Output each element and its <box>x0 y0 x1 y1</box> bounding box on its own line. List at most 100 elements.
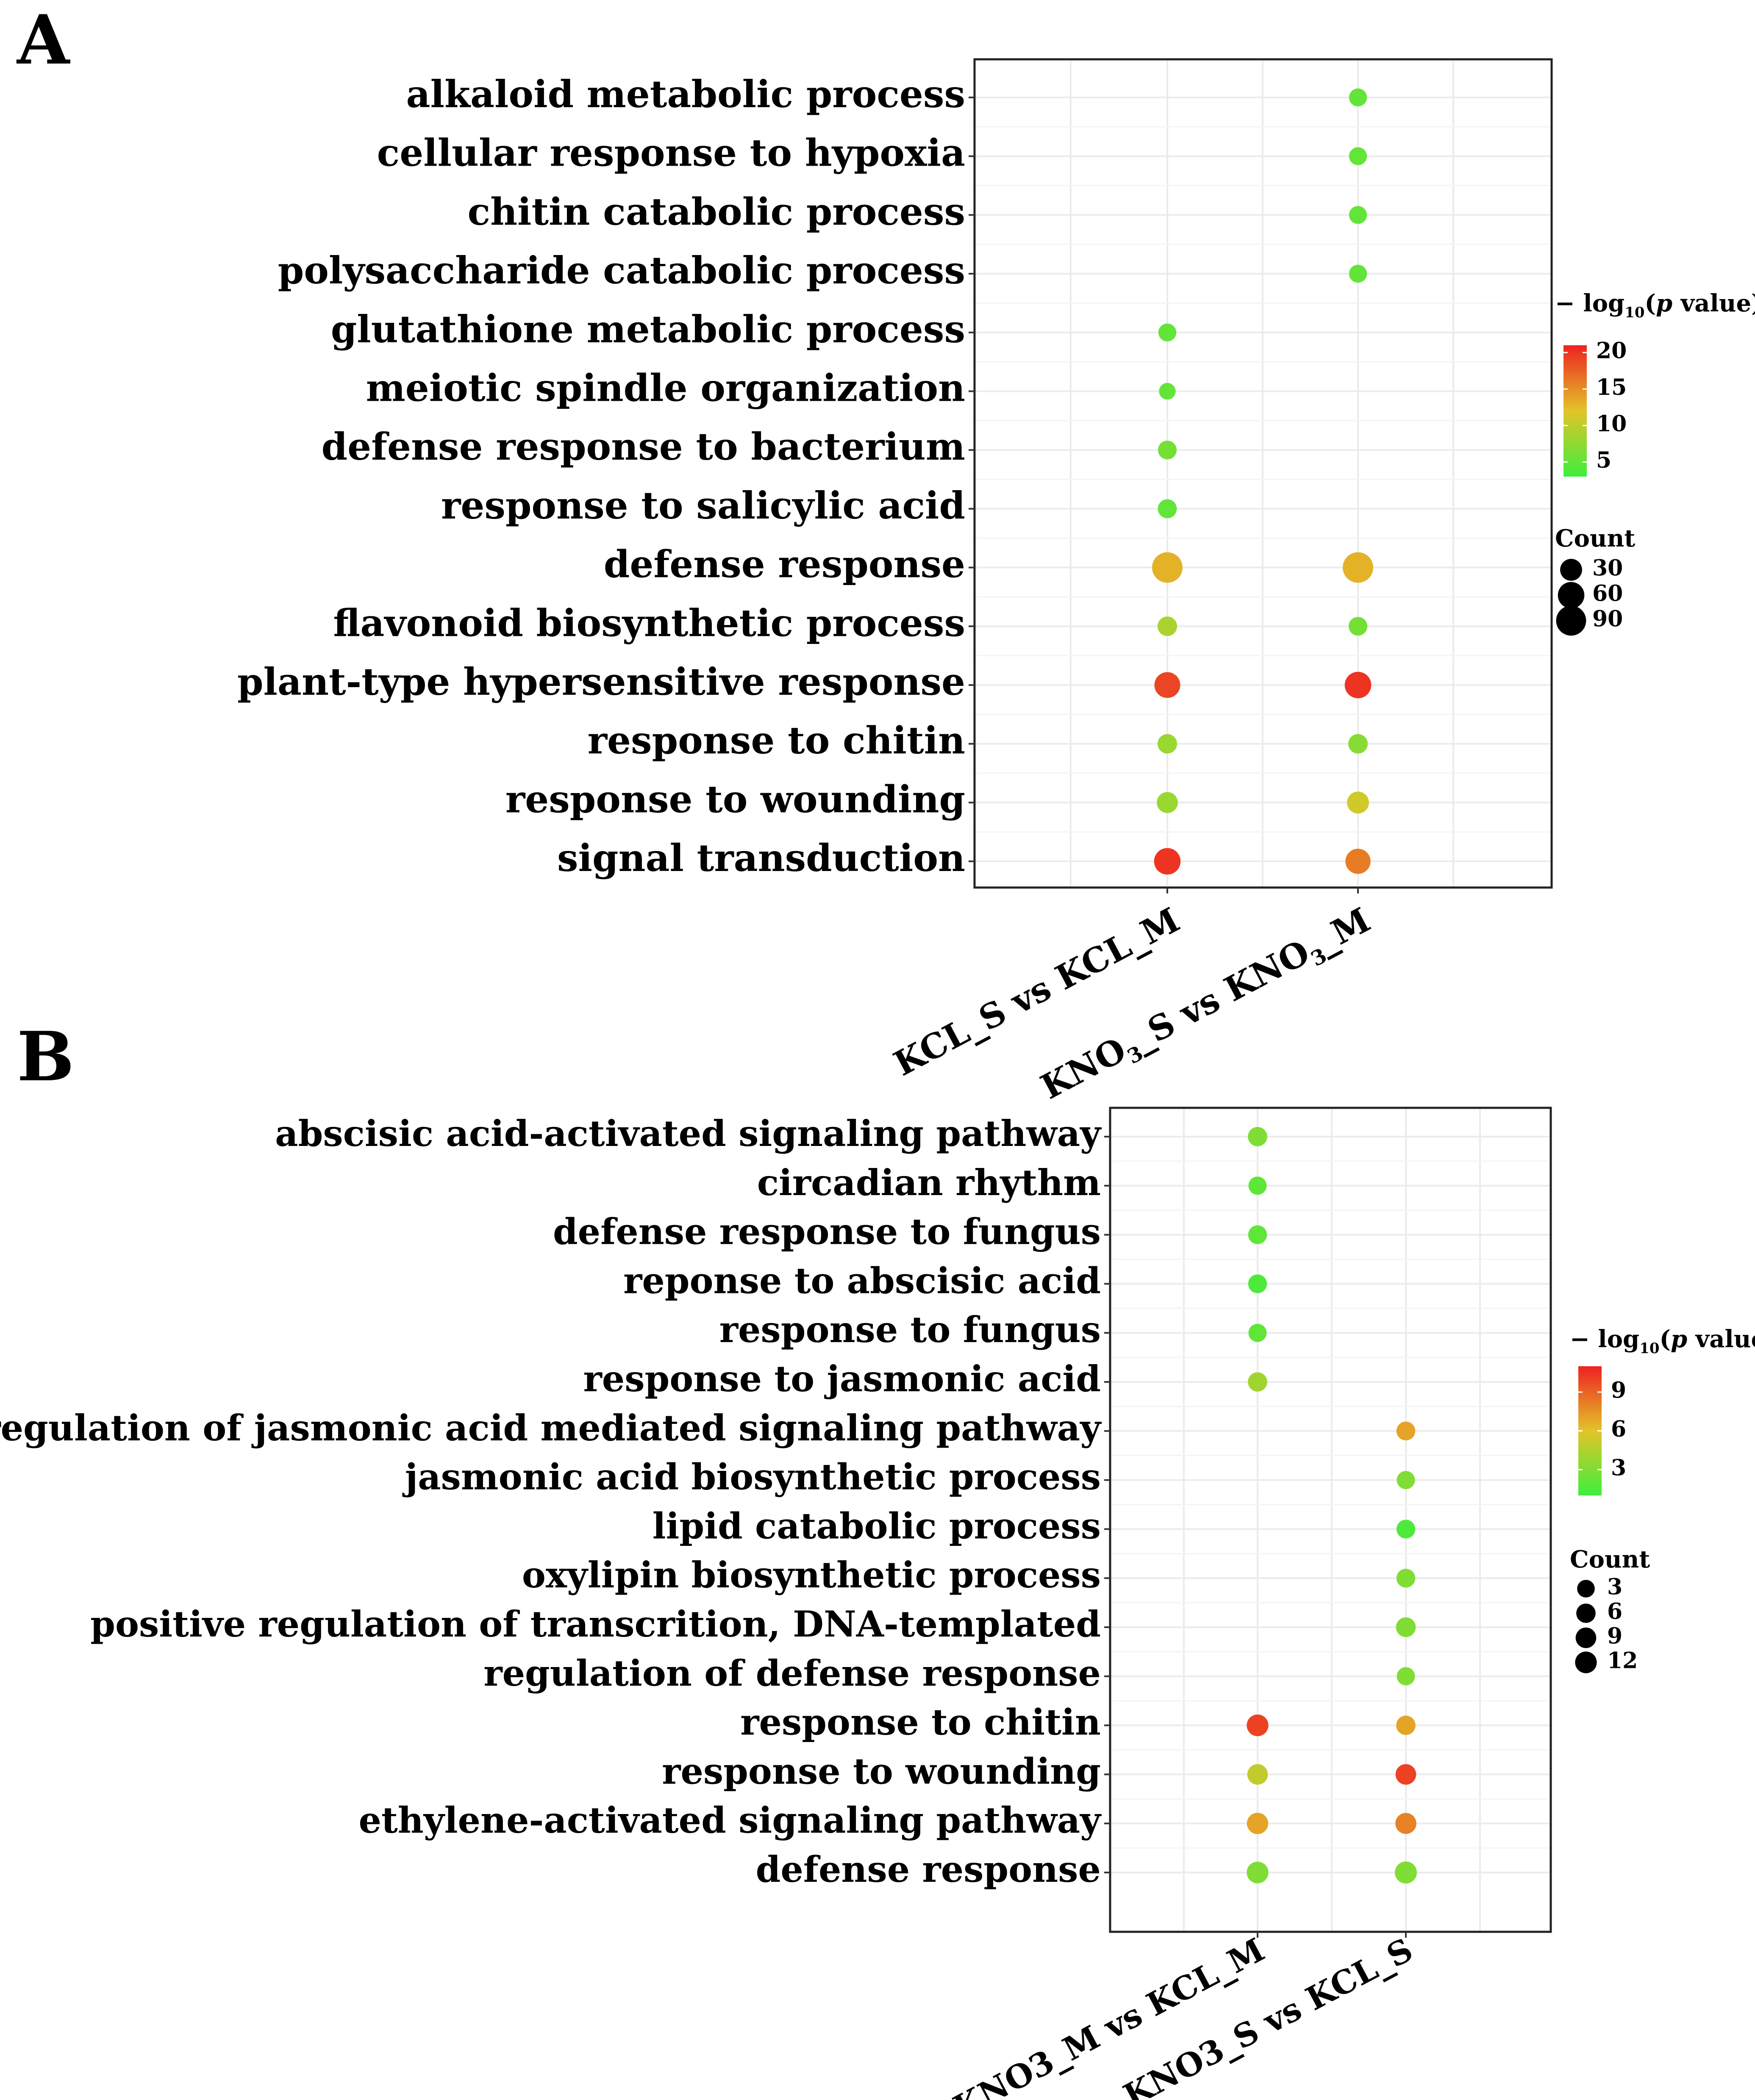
bubble-point <box>1396 1617 1416 1637</box>
y-tick-label: ethylene-activated signaling pathway <box>359 1799 1102 1841</box>
size-legend-dot <box>1575 1627 1597 1648</box>
bubble-point <box>1349 147 1367 165</box>
y-tick-label: circadian rhythm <box>757 1162 1101 1204</box>
y-tick-label: defense response <box>756 1848 1101 1890</box>
bubble-point <box>1159 383 1176 400</box>
size-legend-label: 12 <box>1607 1648 1638 1674</box>
y-tick-label: abscisic acid-activated signaling pathwa… <box>275 1112 1102 1154</box>
y-tick-label: plant-type hypersensitive response <box>237 660 965 704</box>
y-tick-label: chitin catabolic process <box>467 189 965 233</box>
bubble-point <box>1154 848 1181 875</box>
y-tick-label: jasmonic acid biosynthetic process <box>402 1456 1101 1498</box>
bubble-point <box>1345 849 1371 874</box>
bubble-point <box>1395 1764 1416 1785</box>
plot-frame <box>1109 1107 1552 1933</box>
bubble-point <box>1349 264 1367 283</box>
y-tick-label: lipid catabolic process <box>653 1505 1101 1547</box>
color-legend-title: − log10(p value) <box>1555 289 1755 321</box>
bubble-point <box>1248 1176 1267 1195</box>
y-tick-label: response to wounding <box>662 1750 1101 1792</box>
size-legend-dot <box>1558 582 1585 609</box>
size-legend-label: 30 <box>1592 555 1623 581</box>
color-legend-label: 10 <box>1596 411 1627 437</box>
y-tick-label: response to jasmonic acid <box>583 1358 1101 1400</box>
y-tick-label: response to salicylic acid <box>441 483 965 527</box>
y-tick-label: response to chitin <box>588 718 965 763</box>
y-tick-label: meiotic spindle organization <box>366 366 965 410</box>
color-legend-bar <box>1563 345 1587 477</box>
bubble-point <box>1152 552 1183 583</box>
color-legend-label: 9 <box>1611 1378 1626 1404</box>
size-legend-dot <box>1575 1651 1597 1673</box>
y-tick-label: response to fungus <box>719 1309 1101 1351</box>
y-tick-label: alkaloid metabolic process <box>406 72 965 116</box>
bubble-point <box>1347 791 1369 814</box>
color-legend-label: 5 <box>1596 447 1611 473</box>
bubble-point <box>1349 206 1367 224</box>
bubble-point <box>1396 1715 1416 1735</box>
y-tick-label: reponse to abscisic acid <box>623 1259 1101 1301</box>
y-tick-label: cellular response to hypoxia <box>377 131 965 175</box>
bubble-point <box>1158 616 1177 636</box>
bubble-point <box>1247 1764 1268 1785</box>
bubble-point <box>1247 1714 1269 1737</box>
y-tick-label: glutathione metabolic process <box>331 307 965 351</box>
bubble-point <box>1348 734 1368 754</box>
bubble-point <box>1158 499 1177 519</box>
y-tick-label: defense response to bacterium <box>322 424 965 469</box>
plot-background <box>1110 1108 1551 1932</box>
color-legend-label: 3 <box>1611 1455 1626 1481</box>
panel-letter: B <box>17 1017 74 1096</box>
bubble-point <box>1395 1813 1416 1834</box>
size-legend-title: Count <box>1570 1545 1650 1573</box>
size-legend-label: 60 <box>1592 581 1623 607</box>
color-legend-label: 20 <box>1596 338 1627 364</box>
bubble-point <box>1396 1520 1416 1539</box>
y-tick-label: defense response to fungus <box>553 1211 1101 1253</box>
bubble-point <box>1396 1569 1416 1588</box>
x-tick-label: KNO3_S vs KNO3_M <box>1034 900 1379 1111</box>
bubble-point <box>1248 1372 1267 1392</box>
y-tick-label: regulation of jasmonic acid mediated sig… <box>0 1407 1102 1449</box>
y-tick-label: signal transduction <box>557 836 965 880</box>
color-legend-label: 15 <box>1596 375 1627 400</box>
y-tick-label: response to wounding <box>505 777 965 821</box>
panel-letter: A <box>16 0 70 80</box>
y-tick-label: response to chitin <box>740 1701 1101 1743</box>
bubble-point <box>1397 1667 1415 1686</box>
size-legend-label: 3 <box>1607 1574 1622 1600</box>
bubble-point <box>1396 1421 1416 1440</box>
size-legend-label: 90 <box>1592 606 1623 632</box>
bubble-point <box>1248 1323 1267 1342</box>
bubble-point <box>1154 672 1180 698</box>
size-legend-label: 6 <box>1607 1599 1622 1625</box>
bubble-point <box>1158 441 1177 460</box>
size-legend-dot <box>1577 1580 1595 1598</box>
bubble-point <box>1247 1813 1269 1834</box>
y-tick-label: flavonoid biosynthetic process <box>333 601 965 645</box>
bubble-point <box>1248 1274 1267 1293</box>
bubble-point <box>1344 671 1372 699</box>
bubble-point <box>1395 1861 1417 1884</box>
bubble-point <box>1248 1127 1267 1146</box>
y-tick-label: oxylipin biosynthetic process <box>522 1554 1101 1596</box>
bubble-point <box>1348 617 1368 636</box>
size-legend-label: 9 <box>1607 1623 1622 1649</box>
color-legend-title: − log10(p value) <box>1570 1325 1755 1357</box>
size-legend-title: Count <box>1555 524 1635 552</box>
y-tick-label: defense response <box>604 542 965 586</box>
x-tick-label: KNO3_M vs KCL_M <box>947 1931 1271 2100</box>
bubble-point <box>1158 323 1177 341</box>
y-tick-label: polysaccharide catabolic process <box>278 248 965 292</box>
bubble-point <box>1248 1225 1267 1244</box>
plot-frame <box>973 58 1553 889</box>
bubble-point <box>1247 1861 1269 1884</box>
bubble-point <box>1157 792 1178 813</box>
size-legend-dot <box>1560 559 1582 581</box>
y-tick-label: positive regulation of transcrition, DNA… <box>90 1603 1101 1645</box>
size-legend-dot <box>1556 605 1586 636</box>
bubble-point <box>1397 1471 1415 1490</box>
color-legend-label: 6 <box>1611 1416 1626 1442</box>
